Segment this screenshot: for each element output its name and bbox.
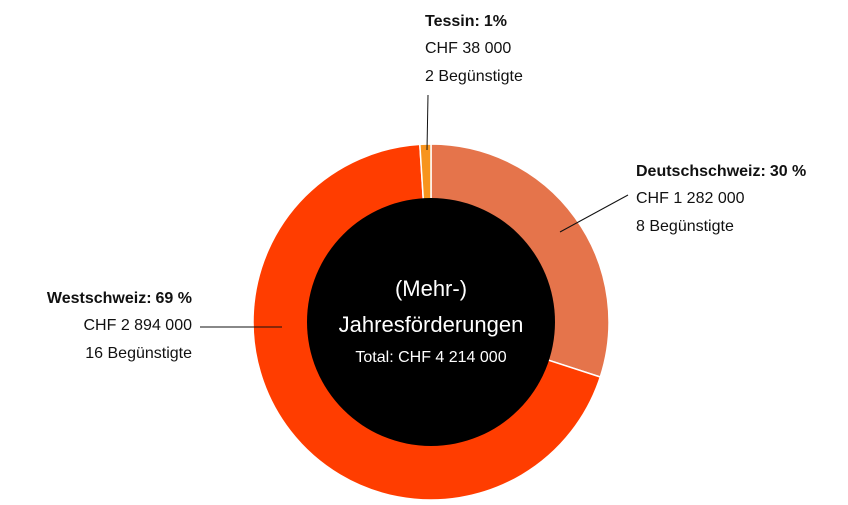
value-label: 30 % xyxy=(770,163,806,180)
beneficiary-label: 8 Begünstigte xyxy=(636,218,734,235)
amount-label: CHF 38 000 xyxy=(425,40,511,57)
leader-line xyxy=(426,94,429,151)
slice-label: Westschweiz: 69 % xyxy=(47,290,192,307)
center-title: (Mehr-) xyxy=(395,276,467,301)
category-name: Tessin: xyxy=(425,13,480,30)
value-label: 1% xyxy=(484,13,507,30)
beneficiary-label: 16 Begünstigte xyxy=(85,345,192,362)
category-name: Deutschschweiz: xyxy=(636,163,766,180)
leader-line xyxy=(559,194,629,233)
slice-label: Tessin: 1% xyxy=(425,13,507,30)
value-label: 69 % xyxy=(156,290,192,307)
center-title: Jahresförderungen xyxy=(339,312,524,337)
center-total: Total: CHF 4 214 000 xyxy=(355,349,506,366)
donut-hole xyxy=(307,198,555,446)
beneficiary-label: 2 Begünstigte xyxy=(425,68,523,85)
amount-label: CHF 1 282 000 xyxy=(636,190,745,207)
category-name: Westschweiz: xyxy=(47,290,152,307)
amount-label: CHF 2 894 000 xyxy=(83,317,192,334)
slice-label: Deutschschweiz: 30 % xyxy=(636,163,806,180)
